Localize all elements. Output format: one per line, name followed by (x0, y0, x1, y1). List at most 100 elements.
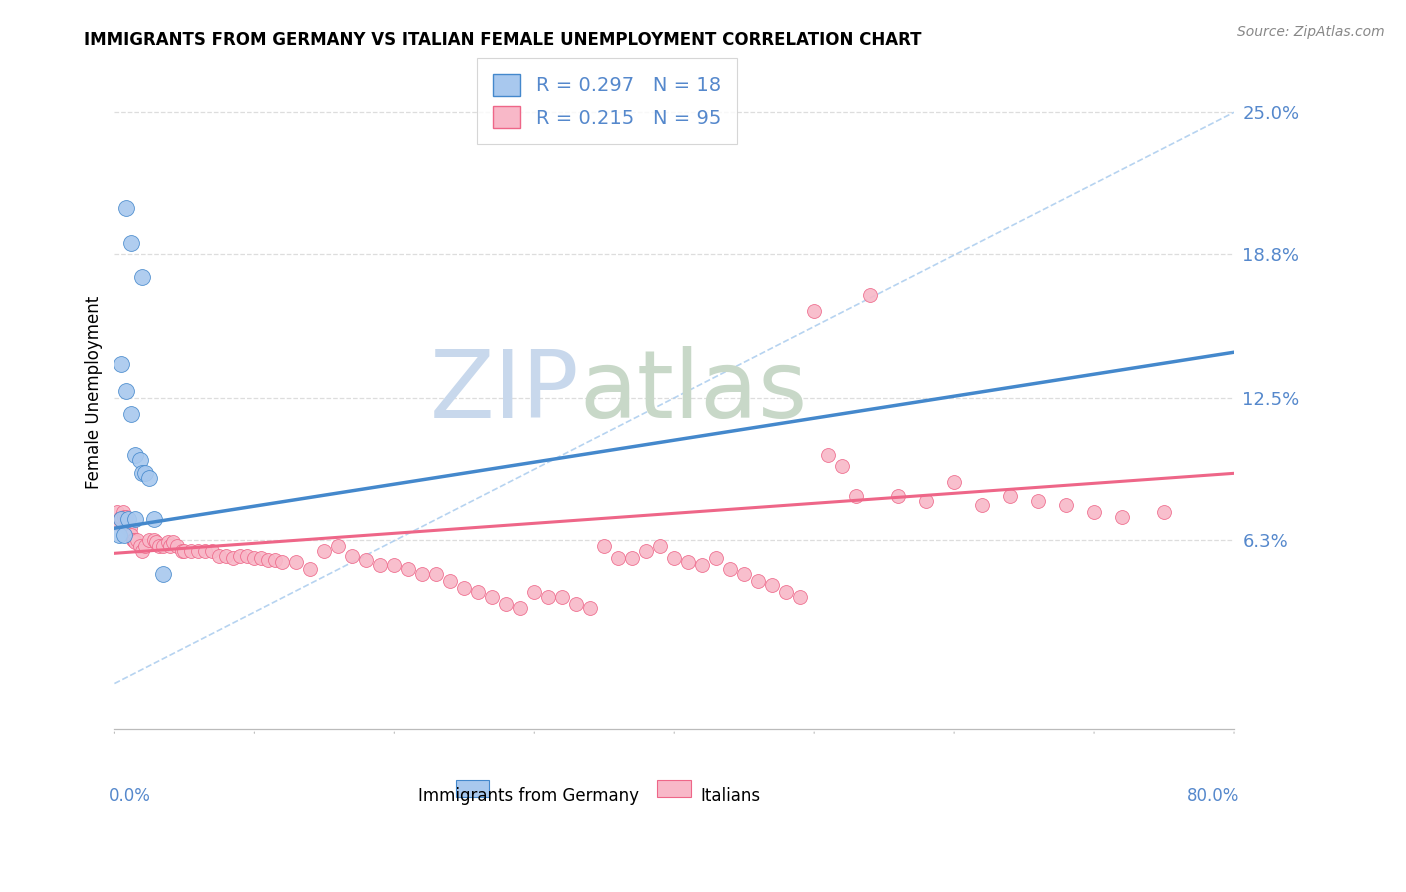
FancyBboxPatch shape (658, 780, 690, 797)
Point (342, 549, 364, 563)
Point (356, 553, 378, 567)
Point (845, 489, 868, 503)
Point (368, 558, 391, 572)
Text: 0.0%: 0.0% (108, 787, 150, 805)
Text: Source: ZipAtlas.com: Source: ZipAtlas.com (1237, 25, 1385, 39)
Point (128, 452, 150, 467)
Point (425, 566, 447, 581)
Point (142, 512, 165, 526)
Point (117, 521, 139, 535)
Point (453, 581, 475, 595)
Point (481, 590, 503, 604)
Point (1054, 498, 1077, 512)
Y-axis label: Female Unemployment: Female Unemployment (86, 295, 103, 489)
Point (887, 489, 910, 503)
Point (579, 601, 602, 615)
Point (250, 550, 273, 565)
Point (120, 407, 142, 421)
Point (105, 505, 128, 519)
Point (112, 528, 135, 542)
Point (747, 574, 769, 588)
Text: ZIP: ZIP (429, 346, 579, 438)
Point (201, 544, 224, 558)
Point (138, 471, 160, 485)
Point (439, 574, 461, 588)
Point (537, 590, 560, 604)
Point (134, 540, 156, 554)
Point (650, 540, 672, 554)
Point (111, 505, 134, 519)
Point (124, 512, 146, 526)
Point (236, 549, 259, 563)
Point (173, 544, 195, 558)
Point (1026, 493, 1049, 508)
Point (607, 550, 630, 565)
Point (621, 550, 644, 565)
Point (134, 467, 156, 481)
Point (972, 498, 994, 512)
Point (636, 544, 658, 558)
Point (124, 534, 146, 549)
Point (382, 558, 405, 572)
Point (114, 384, 136, 398)
Point (229, 549, 252, 563)
Point (108, 512, 131, 526)
Point (943, 475, 966, 490)
Point (664, 550, 686, 565)
Point (145, 534, 167, 549)
Point (120, 235, 142, 250)
Point (859, 288, 882, 302)
Point (162, 534, 184, 549)
Point (593, 540, 616, 554)
Point (704, 550, 727, 565)
Point (159, 540, 181, 554)
Point (208, 549, 231, 563)
Point (271, 556, 294, 570)
Point (1083, 505, 1105, 519)
Point (565, 597, 588, 611)
Point (467, 585, 489, 599)
Point (817, 448, 839, 462)
Point (115, 521, 138, 535)
Text: Immigrants from Germany: Immigrants from Germany (418, 787, 640, 805)
Point (117, 512, 139, 526)
Point (803, 304, 825, 318)
Point (411, 566, 433, 581)
Point (152, 540, 174, 554)
Point (1153, 505, 1175, 519)
Point (118, 521, 141, 535)
Point (170, 544, 193, 558)
Point (1111, 509, 1133, 524)
Point (107, 528, 129, 542)
Point (257, 553, 280, 567)
Point (142, 533, 165, 547)
Point (789, 590, 811, 604)
Point (148, 540, 170, 554)
Text: Italians: Italians (700, 787, 761, 805)
Point (761, 578, 783, 592)
Point (112, 509, 135, 524)
Point (495, 597, 517, 611)
Point (110, 357, 132, 371)
Point (998, 489, 1021, 503)
FancyBboxPatch shape (456, 780, 489, 797)
Point (551, 590, 574, 604)
Point (138, 533, 160, 547)
Point (676, 556, 699, 570)
Point (243, 550, 266, 565)
Point (114, 509, 136, 524)
Text: IMMIGRANTS FROM GERMANY VS ITALIAN FEMALE UNEMPLOYMENT CORRELATION CHART: IMMIGRANTS FROM GERMANY VS ITALIAN FEMAL… (84, 31, 922, 49)
Point (831, 459, 853, 474)
Text: atlas: atlas (579, 346, 807, 438)
Point (131, 269, 153, 284)
Point (314, 544, 336, 558)
Point (915, 493, 938, 508)
Point (122, 533, 145, 547)
Point (131, 544, 153, 558)
Point (509, 601, 531, 615)
Point (110, 512, 132, 526)
Point (156, 534, 179, 549)
Point (299, 562, 322, 576)
Point (120, 528, 142, 542)
Point (215, 549, 238, 563)
